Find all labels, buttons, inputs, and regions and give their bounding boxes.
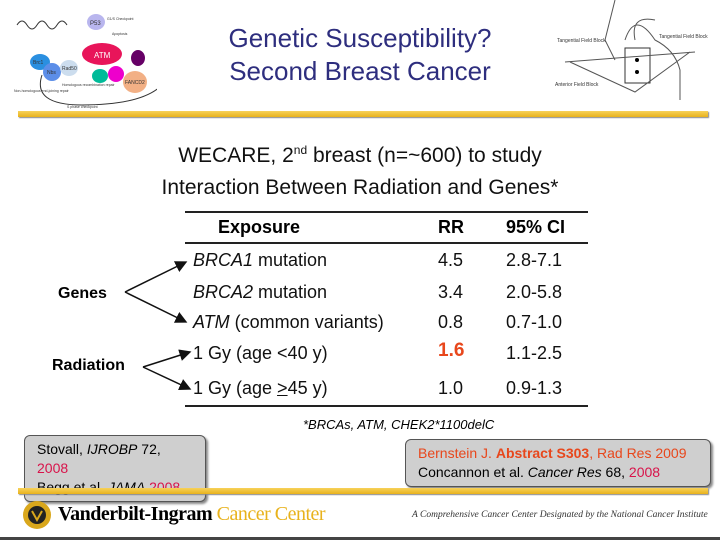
rr-value: 0.8 [438,312,464,332]
header-ci: 95% CI [506,217,566,237]
exposure-1gy-over-45: 1 Gy (age >45 y) [193,378,328,399]
label-g1s-checkpoint: G1/S Checkpoint [107,17,133,21]
dna-repair-pathway-diagram: ATM P53 G1/S Checkpoint Apoptosis Brc1 N… [14,14,157,109]
ci-value: 1.1-2.5 [506,343,563,363]
label-atm: ATM [94,51,111,60]
exposure-label: mutation [253,250,328,270]
header-exposure: Exposure [218,217,301,237]
slide-title: Genetic Susceptibility? Second Breast Ca… [190,22,530,88]
rr-value: 4.5 [438,250,464,270]
rr-value: 1.0 [438,378,464,398]
label-anterior-field-block: Anterior Field Block [555,82,599,88]
superscript: nd [293,143,308,157]
ci-value: 2.8-7.1 [506,250,563,270]
table-top-rule [185,211,588,213]
radiation-field-figure: Tangential Field Block Tangential Field … [555,0,708,100]
reference-concannon: Concannon et al. Cancer Res 68, 2008 [418,464,661,480]
label-s-phase-checkpoint: S phase checkpoint [67,105,98,109]
subtitle-text: WECARE, 2 [178,144,294,167]
title-line-1: Genetic Susceptibility? [228,23,492,53]
reference-stovall: Stovall, IJROBP 72, 2008 [37,441,161,476]
exposure-label: mutation [253,282,328,302]
label-rad50: Rad50 [62,66,77,72]
rr-value: 3.4 [438,282,464,302]
footer-logo-text: Vanderbilt-Ingram Cancer Center [58,503,326,525]
ci-value: 2.0-5.8 [506,282,563,302]
exposure-brca1: BRCA1 mutation [193,250,327,271]
arrow-genes-atm [124,291,188,323]
label-nbs: Nbs [47,70,56,76]
subtitle-text: breast (n=~600) to study [307,144,542,167]
table-bottom-rule [185,405,588,407]
arrow-genes-brca1 [124,261,188,293]
label-tangential-field-block-right: Tangential Field Block [659,34,708,40]
label-p53: P53 [90,21,101,27]
footer-divider [18,488,708,494]
label-nhej-repair: Non-homologous end-joining repair [14,89,70,93]
header-divider [18,111,708,117]
table-header-rule [185,242,588,244]
title-line-2: Second Breast Cancer [229,56,491,86]
ci-value: 0.9-1.3 [506,378,563,398]
exposure-label: 45 y) [287,378,328,398]
footer-tagline: A Comprehensive Cancer Center Designated… [412,510,708,520]
rr-value-highlight: 1.6 [438,340,465,361]
ci-value: 0.7-1.0 [506,312,563,332]
header-rr: RR [438,217,464,237]
subtitle-line-2: Interaction Between Radiation and Genes* [161,176,559,199]
reference-box-right: Bernstein J. Abstract S303, Rad Res 2009… [405,439,711,487]
label-tangential-field-block-left: Tangential Field Block [557,38,606,44]
exposure-atm: ATM (common variants) [193,312,384,333]
gene-name: BRCA1 [193,250,254,270]
gene-name: ATM [193,312,230,332]
exposure-label: 1 Gy (age [193,378,278,398]
subtitle-line-1: WECARE, 2nd breast (n=~600) to study [0,143,720,168]
exposure-brca2: BRCA2 mutation [193,282,327,303]
label-fancd2: FANCD2 [125,80,145,86]
arrow-radiation-over45 [142,366,192,390]
gene-name: BRCA2 [193,282,254,302]
greater-equal-sign: > [277,378,288,398]
label-hr-repair: Homologous recombination repair [62,83,115,87]
group-label-genes: Genes [58,285,107,302]
footnote: *BRCAs, ATM, CHEK2*1100delC [303,417,495,432]
exposure-1gy-under-40: 1 Gy (age <40 y) [193,343,328,363]
exposure-label: (common variants) [229,312,384,332]
label-apoptosis: Apoptosis [112,32,128,36]
vanderbilt-logo-icon [23,501,51,529]
bottom-border [0,537,720,540]
reference-bernstein: Bernstein J. Abstract S303, Rad Res 2009 [418,445,687,461]
label-brc1: Brc1 [33,60,44,66]
arrow-radiation-under40 [142,349,192,368]
group-label-radiation: Radiation [52,357,125,374]
